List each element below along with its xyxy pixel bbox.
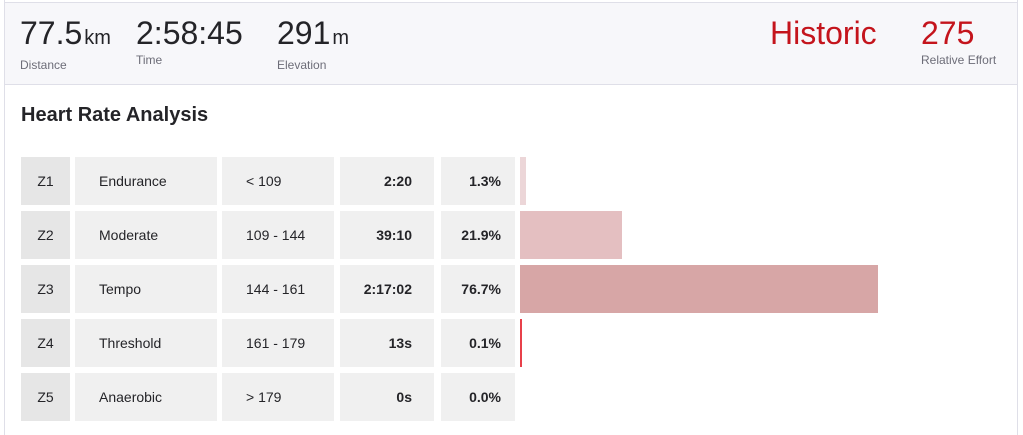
zone-range: 144 - 161 bbox=[222, 265, 334, 313]
elevation-label: Elevation bbox=[277, 58, 327, 72]
elevation-value: 291 bbox=[277, 15, 331, 51]
zone-range: < 109 bbox=[222, 157, 334, 205]
zone-name: Endurance bbox=[75, 157, 217, 205]
zone-label: Z2 bbox=[21, 211, 70, 259]
zone-time: 13s bbox=[340, 319, 434, 367]
panel-frame bbox=[4, 0, 1018, 435]
zone-bar bbox=[520, 157, 527, 205]
stats-header: 77.5 km Distance 2:58:45 Time 291 m Elevation… bbox=[5, 2, 1017, 85]
section-title: Heart Rate Analysis bbox=[21, 104, 209, 126]
zone-percent: 76.7% bbox=[441, 265, 515, 313]
zone-time: 0s bbox=[340, 373, 434, 421]
zone-label: Z1 bbox=[21, 157, 70, 205]
zone-label: Z5 bbox=[21, 373, 70, 421]
zone-percent: 21.9% bbox=[441, 211, 515, 259]
stat-distance: 77.5 km Distance bbox=[20, 15, 111, 72]
zone-name: Anaerobic bbox=[75, 373, 217, 421]
effort-label: Relative Effort bbox=[921, 53, 997, 67]
zone-range: 109 - 144 bbox=[222, 211, 334, 259]
stat-elevation: 291 m Elevation bbox=[277, 15, 349, 72]
zone-row: Z3 Tempo 144 - 161 2:17:02 76.7% bbox=[21, 265, 1021, 313]
zone-bar bbox=[520, 211, 623, 259]
zone-time: 39:10 bbox=[340, 211, 434, 259]
zone-name: Tempo bbox=[75, 265, 217, 313]
time-label: Time bbox=[136, 53, 163, 67]
distance-value: 77.5 bbox=[20, 15, 83, 51]
effort-value: 275 bbox=[921, 15, 975, 51]
zone-row: Z5 Anaerobic > 179 0s 0.0% bbox=[21, 373, 1021, 421]
zone-name: Moderate bbox=[75, 211, 217, 259]
zone-row: Z1 Endurance < 109 2:20 1.3% bbox=[21, 157, 1021, 205]
zone-label: Z4 bbox=[21, 319, 70, 367]
zone-percent: 0.1% bbox=[441, 319, 515, 367]
zone-range: 161 - 179 bbox=[222, 319, 334, 367]
zone-row: Z4 Threshold 161 - 179 13s 0.1% bbox=[21, 319, 1021, 367]
effort-level: Historic bbox=[770, 15, 877, 51]
stat-time: 2:58:45 Time bbox=[136, 15, 243, 67]
zone-bar bbox=[520, 319, 522, 367]
zone-percent: 0.0% bbox=[441, 373, 515, 421]
zone-label: Z3 bbox=[21, 265, 70, 313]
zone-bar bbox=[520, 265, 879, 313]
zone-row: Z2 Moderate 109 - 144 39:10 21.9% bbox=[21, 211, 1021, 259]
zone-time: 2:17:02 bbox=[340, 265, 434, 313]
distance-unit: km bbox=[84, 27, 111, 49]
zone-range: > 179 bbox=[222, 373, 334, 421]
zone-percent: 1.3% bbox=[441, 157, 515, 205]
zone-time: 2:20 bbox=[340, 157, 434, 205]
time-value: 2:58:45 bbox=[136, 15, 243, 51]
distance-label: Distance bbox=[20, 58, 67, 72]
elevation-unit: m bbox=[332, 27, 350, 49]
zone-name: Threshold bbox=[75, 319, 217, 367]
stat-relative-effort: 275 Relative Effort bbox=[921, 15, 996, 67]
